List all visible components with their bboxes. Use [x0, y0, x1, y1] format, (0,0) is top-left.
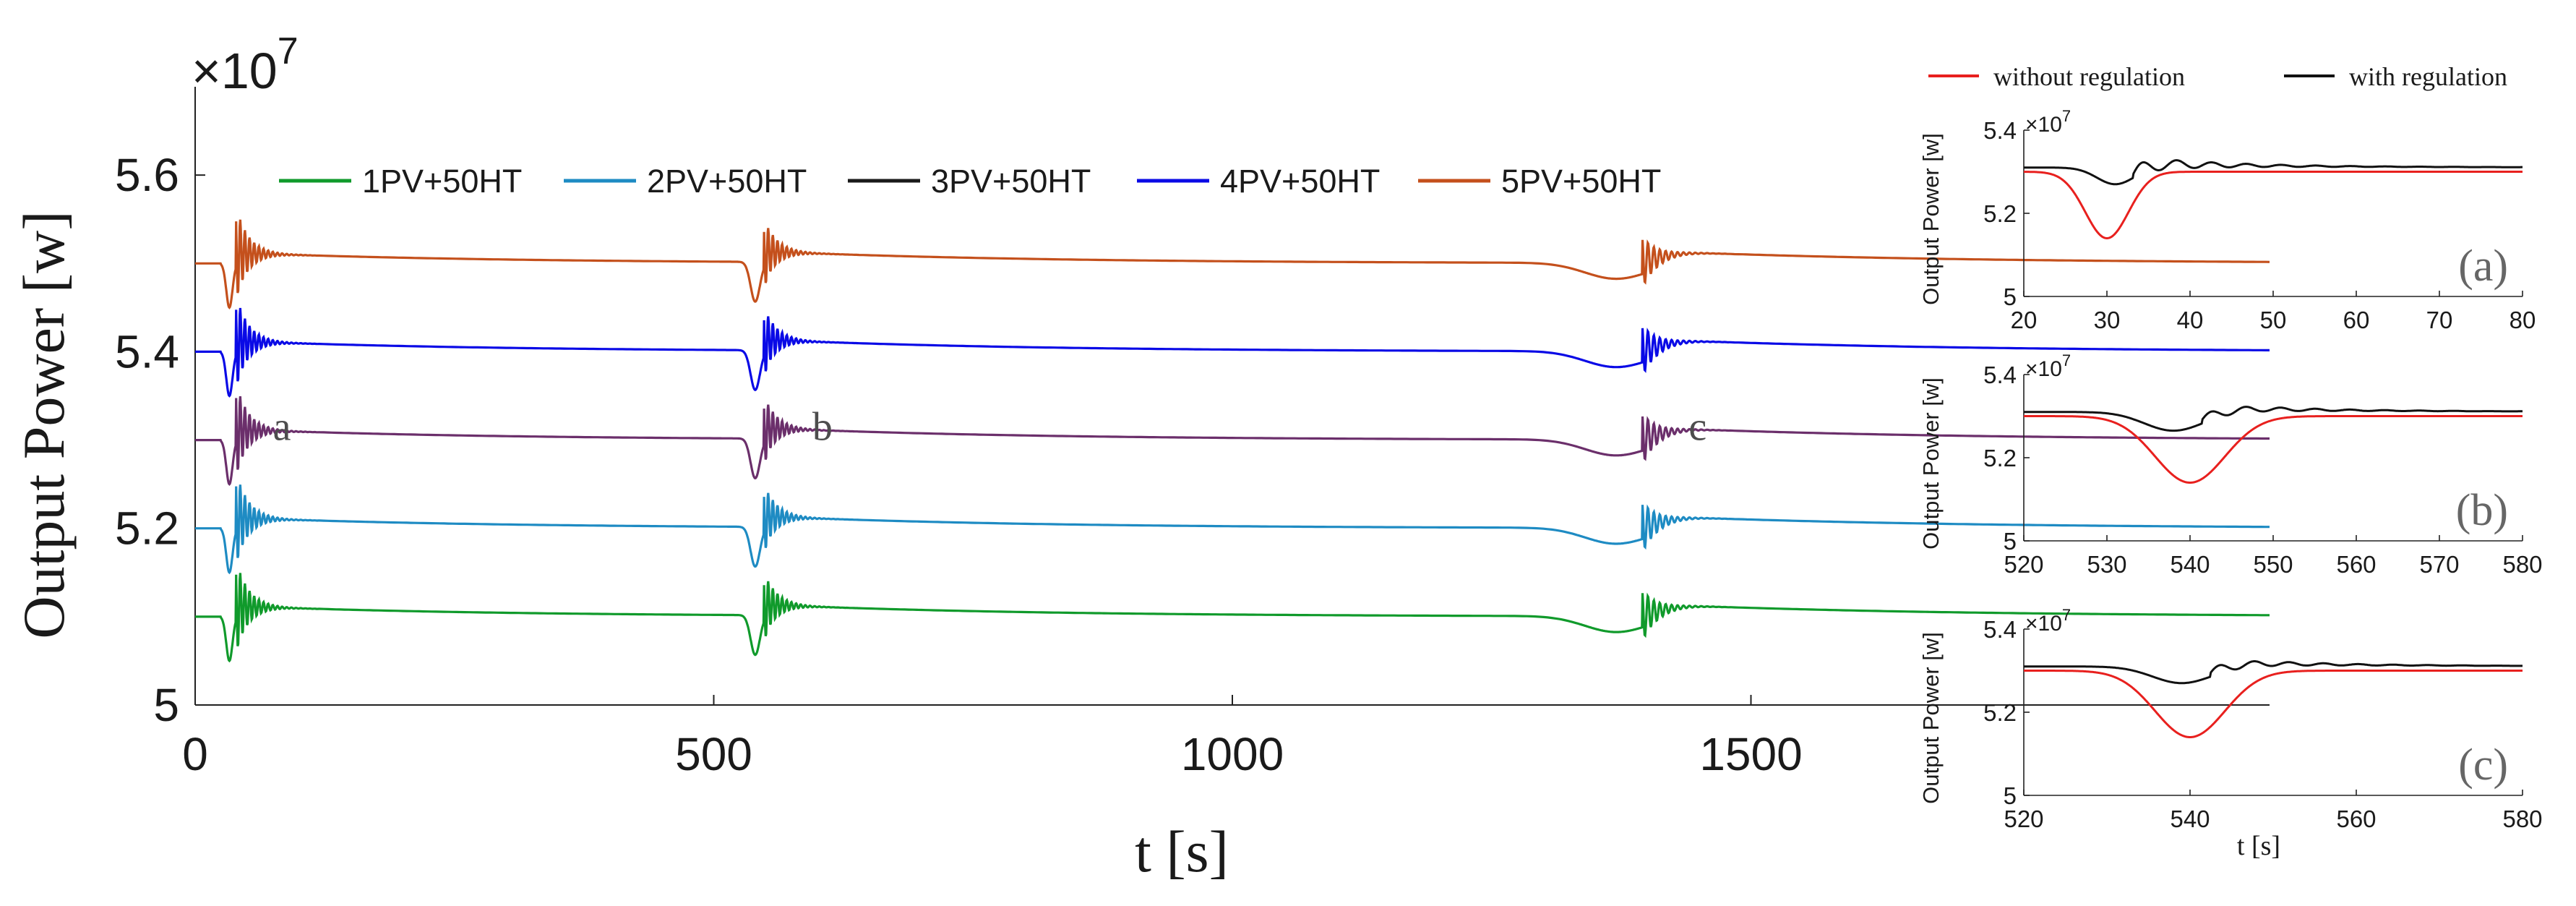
sub-x-tick-label: 580 — [2502, 805, 2542, 832]
sub-x-tick-label: 540 — [2170, 805, 2210, 832]
sub-x-tick-label: 40 — [2177, 307, 2204, 333]
subplot-legend: without regulation with regulation — [1928, 62, 2507, 91]
sub-y-tick-label: 5 — [2004, 283, 2017, 310]
sub-x-tick-label: 50 — [2260, 307, 2287, 333]
series-line — [195, 307, 2270, 398]
x-tick-label: 0 — [182, 728, 208, 780]
sub-series-line — [2024, 171, 2523, 240]
legend-label: 4PV+50HT — [1220, 163, 1380, 200]
x-tick-label: 500 — [675, 728, 752, 780]
main-chart: 5 5.2 5.4 5.6 0 500 1000 1500 ×107 t [s] Output Po… — [11, 30, 2270, 884]
sub-y-multiplier: ×107 — [2025, 351, 2071, 381]
series-line — [195, 573, 2270, 663]
y-multiplier: ×107 — [192, 30, 299, 99]
point-label: b — [812, 405, 833, 450]
sub-y-tick-label: 5.2 — [1983, 445, 2017, 471]
sub-x-tick-label: 520 — [2004, 551, 2043, 578]
sub-x-tick-label: 550 — [2253, 551, 2293, 578]
sub-y-tick-label: 5.2 — [1983, 200, 2017, 227]
sub-x-tick-label: 580 — [2502, 551, 2542, 578]
legend-label: 5PV+50HT — [1501, 163, 1661, 200]
x-tick-label: 1500 — [1699, 728, 1802, 780]
sub-x-tick-label: 80 — [2510, 307, 2536, 333]
series-line — [195, 219, 2270, 309]
sub-y-tick-label: 5.4 — [1983, 362, 2017, 388]
sub-x-tick-label: 70 — [2426, 307, 2453, 333]
sub-y-tick-label: 5.4 — [1983, 117, 2017, 144]
series-line — [195, 396, 2270, 486]
sub-x-tick-label: 530 — [2087, 551, 2126, 578]
sub-y-axis-label: Output Power [w] — [1918, 377, 1944, 550]
sub-legend-label: with regulation — [2349, 62, 2507, 91]
y-axis-label: Output Power [w] — [11, 210, 77, 638]
sub-x-tick-label: 30 — [2094, 307, 2121, 333]
sub-series-line — [2024, 670, 2523, 738]
subplot-panel-label: (c) — [2458, 740, 2508, 790]
x-axis-label: t [s] — [1135, 819, 1229, 884]
subplot-c: 5 5.2 5.4 520 540 560 580 ×107 Output Power [w] t… — [1918, 606, 2543, 861]
sub-x-tick-label: 20 — [2011, 307, 2038, 333]
sub-series-line — [2024, 159, 2523, 186]
sub-y-multiplier: ×107 — [2025, 107, 2071, 137]
y-tick-label: 5.4 — [115, 325, 179, 377]
sub-x-axis-label: t [s] — [2237, 831, 2280, 861]
sub-x-tick-label: 540 — [2170, 551, 2210, 578]
point-label: c — [1688, 405, 1706, 450]
sub-y-axis-label: Output Power [w] — [1918, 632, 1944, 804]
sub-y-tick-label: 5.4 — [1983, 616, 2017, 643]
subplot-b: 5 5.2 5.4 520 530 540 550 560 570 580 ×107 Output P… — [1918, 351, 2543, 578]
subplot-panel-label: (a) — [2458, 242, 2508, 291]
sub-y-multiplier-exponent: 7 — [2062, 351, 2071, 369]
subplot-panel-label: (b) — [2456, 486, 2508, 535]
subplot-a: 5 5.2 5.4 20 30 40 50 60 70 80 ×107 Output Power [w… — [1918, 107, 2536, 333]
y-tick-label: 5 — [153, 679, 179, 731]
sub-y-multiplier-exponent: 7 — [2062, 107, 2071, 125]
legend-label: 2PV+50HT — [647, 163, 807, 200]
sub-series-line — [2024, 660, 2523, 685]
series-line — [195, 484, 2270, 575]
legend-label: 1PV+50HT — [362, 163, 522, 200]
sub-y-tick-label: 5 — [2004, 528, 2017, 555]
y-multiplier-exponent: 7 — [278, 30, 299, 72]
sub-y-multiplier-exponent: 7 — [2062, 606, 2071, 624]
y-tick-label: 5.6 — [115, 149, 179, 201]
point-label: a — [273, 405, 291, 450]
sub-x-tick-label: 60 — [2343, 307, 2370, 333]
sub-y-tick-label: 5 — [2004, 782, 2017, 809]
sub-y-axis-label: Output Power [w] — [1918, 133, 1944, 305]
sub-x-tick-label: 560 — [2336, 805, 2376, 832]
sub-y-multiplier: ×107 — [2025, 606, 2071, 636]
y-tick-label: 5.2 — [115, 503, 179, 555]
sub-x-tick-label: 570 — [2419, 551, 2459, 578]
legend-label: 3PV+50HT — [931, 163, 1091, 200]
sub-series-line — [2024, 406, 2523, 432]
sub-series-line — [2024, 415, 2523, 484]
sub-legend-label: without regulation — [1993, 62, 2185, 91]
sub-y-tick-label: 5.2 — [1983, 699, 2017, 726]
x-tick-label: 1000 — [1181, 728, 1284, 780]
sub-x-tick-label: 520 — [2004, 805, 2043, 832]
sub-x-tick-label: 560 — [2336, 551, 2376, 578]
